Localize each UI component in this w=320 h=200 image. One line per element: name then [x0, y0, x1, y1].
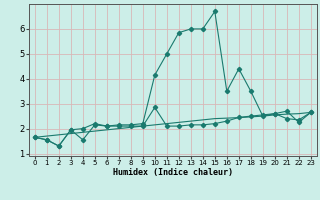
X-axis label: Humidex (Indice chaleur): Humidex (Indice chaleur) [113, 168, 233, 177]
